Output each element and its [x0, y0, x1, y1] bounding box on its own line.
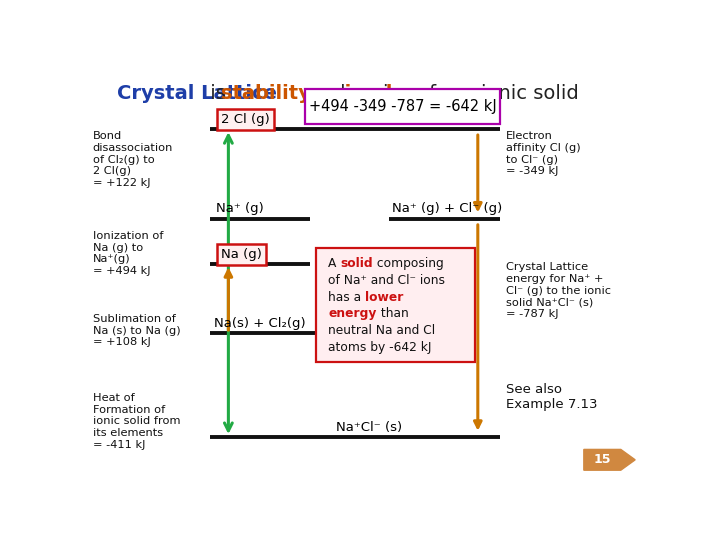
Polygon shape [584, 449, 635, 470]
Text: Crystal Lattice
energy for Na⁺ +
Cl⁻ (g) to the ionic
solid Na⁺Cl⁻ (s)
= -787 kJ: Crystal Lattice energy for Na⁺ + Cl⁻ (g)… [505, 262, 611, 319]
Text: neutral Na and Cl: neutral Na and Cl [328, 324, 436, 337]
Text: Sublimation of
Na (s) to Na (g)
= +108 kJ: Sublimation of Na (s) to Na (g) = +108 k… [93, 314, 181, 347]
Text: energy: energy [328, 307, 377, 320]
Text: Na⁺ (g) + Cl⁻ (g): Na⁺ (g) + Cl⁻ (g) [392, 202, 503, 215]
Text: Electron
affinity Cl (g)
to Cl⁻ (g)
= -349 kJ: Electron affinity Cl (g) to Cl⁻ (g) = -3… [505, 131, 580, 176]
Text: 2 Cl (g): 2 Cl (g) [221, 113, 270, 126]
Text: when ions form ionic solid: when ions form ionic solid [318, 84, 578, 103]
Text: Bond
disassociation
of Cl₂(g) to
2 Cl(g)
= +122 kJ: Bond disassociation of Cl₂(g) to 2 Cl(g)… [93, 131, 174, 188]
Text: Na⁺Cl⁻ (s): Na⁺Cl⁻ (s) [336, 421, 402, 434]
Text: Ionization of
Na (g) to
Na⁺(g)
= +494 kJ: Ionization of Na (g) to Na⁺(g) = +494 kJ [93, 231, 163, 276]
Text: stability gained: stability gained [221, 84, 392, 103]
Text: Heat of
Formation of
ionic solid from
its elements
= -411 kJ: Heat of Formation of ionic solid from it… [93, 393, 180, 450]
Text: Na (g): Na (g) [221, 248, 262, 261]
Text: of Na⁺ and Cl⁻ ions: of Na⁺ and Cl⁻ ions [328, 274, 445, 287]
Text: than: than [377, 307, 408, 320]
Text: is: is [204, 84, 233, 103]
Text: composing: composing [373, 257, 444, 270]
Text: Crystal Lattice: Crystal Lattice [117, 84, 276, 103]
Text: Na(s) + Cl₂(g): Na(s) + Cl₂(g) [214, 316, 305, 329]
FancyBboxPatch shape [316, 248, 475, 362]
FancyBboxPatch shape [305, 89, 500, 124]
Text: +494 -349 -787 = -642 kJ: +494 -349 -787 = -642 kJ [309, 99, 496, 114]
Text: See also
Example 7.13: See also Example 7.13 [505, 383, 597, 411]
Text: Na⁺ (g): Na⁺ (g) [215, 202, 264, 215]
Text: atoms by -642 kJ: atoms by -642 kJ [328, 341, 432, 354]
Text: solid: solid [341, 257, 373, 270]
Text: 15: 15 [593, 453, 611, 467]
Text: A: A [328, 257, 341, 270]
Text: has a: has a [328, 291, 365, 303]
Text: lower: lower [365, 291, 404, 303]
